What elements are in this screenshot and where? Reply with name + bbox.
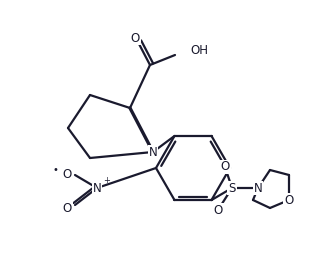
Text: N: N [149, 146, 157, 158]
Text: N: N [254, 182, 262, 194]
Text: S: S [228, 182, 236, 194]
Text: O: O [220, 160, 230, 174]
Text: O: O [62, 201, 72, 215]
Text: N: N [93, 182, 101, 194]
Text: O: O [213, 203, 223, 217]
Text: O: O [62, 169, 72, 182]
Text: •: • [52, 165, 58, 175]
Text: O: O [130, 32, 139, 44]
Text: O: O [284, 194, 294, 206]
Text: OH: OH [190, 44, 208, 57]
Text: +: + [103, 176, 110, 185]
